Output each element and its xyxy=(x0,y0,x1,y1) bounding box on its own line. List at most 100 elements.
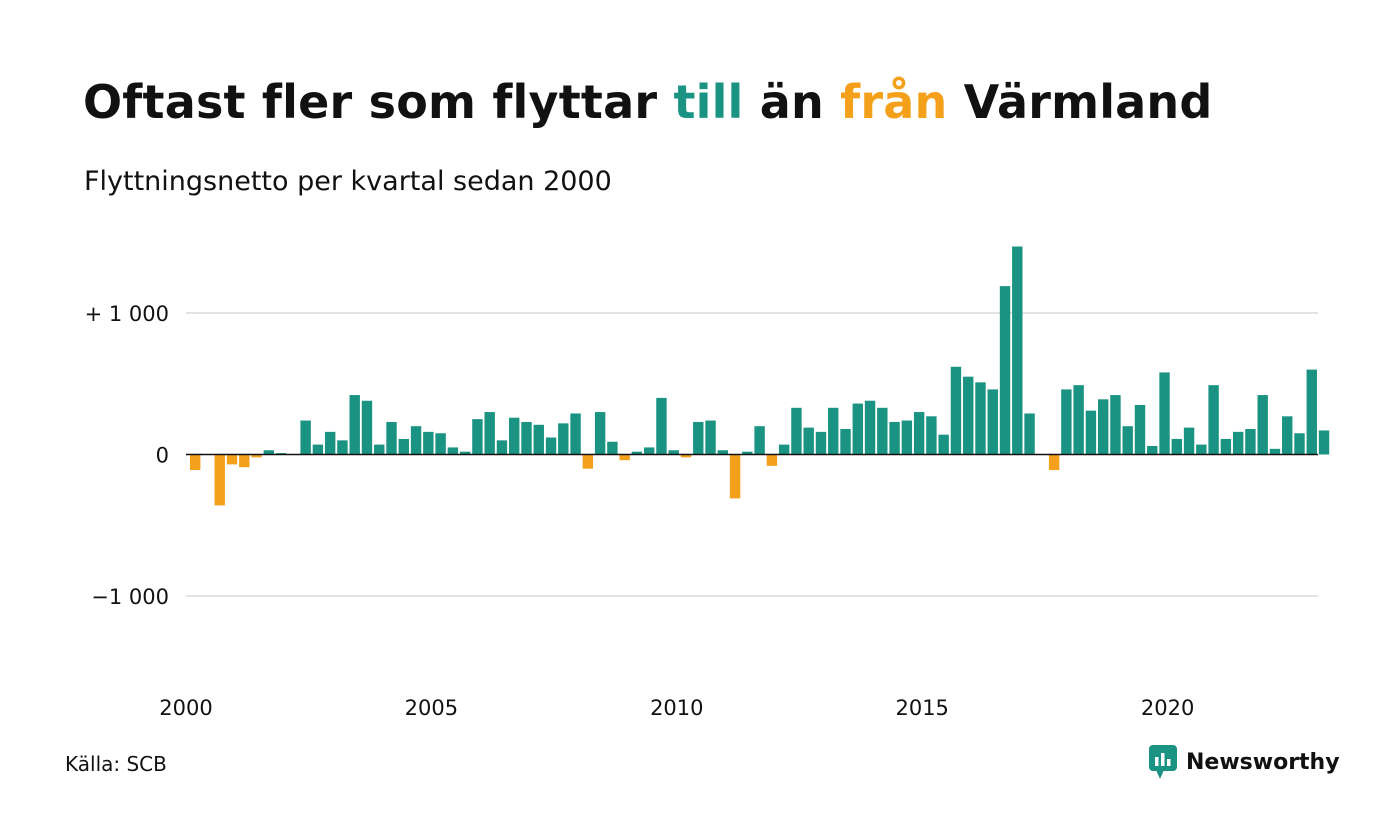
bar xyxy=(312,444,324,455)
bar xyxy=(963,376,974,455)
bar xyxy=(815,431,827,455)
bar xyxy=(300,420,311,455)
bar xyxy=(1294,433,1305,455)
bar xyxy=(975,382,986,455)
x-tick-label: 2015 xyxy=(895,696,948,720)
bar xyxy=(324,431,336,455)
bar xyxy=(1024,413,1035,455)
y-tick-label: −1 000 xyxy=(91,585,169,609)
source-note: Källa: SCB xyxy=(65,752,167,776)
bar xyxy=(447,447,459,455)
bar xyxy=(1306,369,1317,455)
axes: + 1 000 0 −1 000 2000 2005 2010 2015 2020 xyxy=(85,302,1318,720)
bar xyxy=(423,431,434,455)
bar xyxy=(864,400,876,455)
bar xyxy=(1122,426,1133,455)
bar xyxy=(1318,430,1330,455)
bar xyxy=(1085,410,1097,455)
bar xyxy=(766,454,778,466)
bar xyxy=(558,423,569,455)
bar xyxy=(987,389,998,455)
bar xyxy=(435,433,446,455)
bar xyxy=(999,286,1011,455)
bar xyxy=(828,407,839,455)
bar xyxy=(251,454,262,458)
brand-logo: Newsworthy xyxy=(1148,742,1340,782)
bar xyxy=(386,421,397,455)
bar xyxy=(1048,454,1060,471)
bar xyxy=(643,447,655,455)
x-tick-label: 2000 xyxy=(159,696,212,720)
bar xyxy=(496,440,508,455)
bar xyxy=(1257,395,1268,455)
bar xyxy=(778,444,790,455)
bar xyxy=(607,441,618,455)
bar xyxy=(582,454,594,469)
bar xyxy=(1183,427,1195,455)
title-part-1: Oftast fler som flyttar xyxy=(83,75,674,129)
bar xyxy=(570,413,581,455)
bar xyxy=(398,438,409,455)
bar xyxy=(521,421,532,455)
bar xyxy=(214,454,225,506)
bar xyxy=(1134,404,1146,455)
bar xyxy=(594,412,606,455)
bar xyxy=(754,426,765,455)
bar xyxy=(1073,385,1084,455)
gridlines xyxy=(186,312,1318,597)
bar xyxy=(705,420,716,455)
x-tick-label: 2010 xyxy=(650,696,703,720)
bar xyxy=(374,444,385,455)
title-part-5: Värmland xyxy=(947,75,1213,129)
bar xyxy=(680,454,692,458)
bar xyxy=(803,427,814,455)
bar xyxy=(901,420,913,455)
bar xyxy=(619,454,630,461)
title-part-3: än xyxy=(743,75,841,129)
chart-bubble-icon xyxy=(1149,745,1177,779)
bar xyxy=(472,419,483,455)
bar xyxy=(484,412,495,455)
bar xyxy=(877,407,888,455)
bar xyxy=(926,416,937,455)
bar xyxy=(509,417,520,455)
bar xyxy=(1208,385,1219,455)
bar xyxy=(1012,246,1023,455)
bar xyxy=(1147,446,1158,455)
brand-name: Newsworthy xyxy=(1186,749,1340,775)
bar xyxy=(668,450,679,455)
bar xyxy=(1159,372,1170,455)
bar xyxy=(729,454,741,499)
bar xyxy=(190,454,201,471)
bar xyxy=(656,397,667,455)
bar xyxy=(1171,438,1182,455)
bar xyxy=(1245,429,1256,455)
x-tick-label: 2005 xyxy=(405,696,458,720)
bar xyxy=(263,450,275,455)
bar xyxy=(410,426,422,455)
bar xyxy=(742,451,753,455)
chart-title: Oftast fler som flyttar till än från Vär… xyxy=(83,72,1213,132)
title-keyword-till: till xyxy=(673,75,744,129)
bar xyxy=(1196,444,1207,455)
bar xyxy=(349,395,360,455)
bar xyxy=(1061,389,1072,455)
bar xyxy=(239,454,250,468)
bar xyxy=(361,400,373,455)
bar xyxy=(337,440,348,455)
bar xyxy=(533,424,544,455)
bar xyxy=(1232,431,1244,455)
y-tick-label: + 1 000 xyxy=(85,302,169,326)
bar xyxy=(545,437,557,455)
bar xyxy=(840,429,851,455)
bar xyxy=(852,403,863,455)
bar xyxy=(631,451,643,455)
chart-subtitle: Flyttningsnetto per kvartal sedan 2000 xyxy=(84,166,612,197)
bar xyxy=(1097,399,1109,455)
bar xyxy=(791,407,802,455)
bar xyxy=(717,450,729,455)
x-tick-label: 2020 xyxy=(1141,696,1194,720)
bar xyxy=(1269,448,1281,455)
bar xyxy=(1282,416,1293,455)
